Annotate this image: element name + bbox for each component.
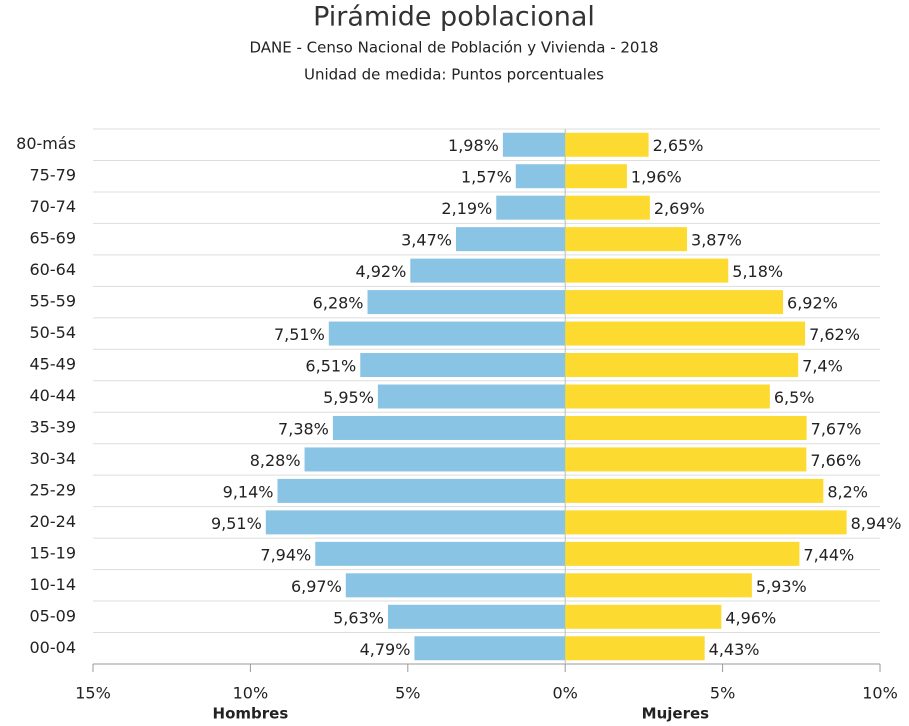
data-label: 3,47% [401,231,452,250]
data-label: 2,65% [653,136,704,155]
bar [565,636,705,661]
x-tick-label: 5% [395,684,420,703]
bar [565,353,799,378]
data-label: 4,92% [355,262,406,281]
bar [328,321,566,346]
data-label: 4,79% [360,640,411,659]
data-label: 9,51% [211,514,262,533]
y-tick-label: 25-29 [30,480,77,499]
bar [565,195,650,220]
bar [455,227,566,252]
y-tick-label: 75-79 [30,166,77,185]
data-label: 4,96% [725,608,776,627]
y-tick-label: 30-34 [30,449,77,468]
y-tick-label: 35-39 [30,417,77,436]
chart-subtitle: Unidad de medida: Puntos porcentuales [304,66,604,84]
y-tick-label: 70-74 [30,197,77,216]
bar [565,510,847,535]
data-label: 2,69% [654,199,705,218]
bar [565,573,752,598]
y-tick-label: 40-44 [30,386,77,405]
data-label: 9,14% [223,482,274,501]
bar [387,604,566,629]
y-tick-label: 45-49 [30,355,77,374]
data-label: 7,51% [274,325,325,344]
bar [515,164,566,189]
bar [565,132,649,157]
data-label: 1,98% [448,136,499,155]
y-tick-label: 00-04 [30,638,77,657]
bar [414,636,566,661]
data-label: 7,67% [811,419,862,438]
bar [565,321,806,346]
data-label: 6,51% [305,357,356,376]
y-tick-label: 15-19 [30,543,77,562]
chart-title: Pirámide poblacional [313,2,595,33]
data-label: 5,63% [333,608,384,627]
bar [277,478,566,503]
data-label: 4,43% [709,640,760,659]
bar [360,353,566,378]
legend-label: Hombres [213,705,289,723]
x-tick-label: 5% [710,684,735,703]
bar [502,132,566,157]
data-label: 8,94% [851,514,902,533]
data-label: 8,28% [250,451,301,470]
x-tick-label: 10% [862,684,898,703]
bar [565,415,807,440]
data-label: 7,44% [803,545,854,564]
bar [367,290,566,315]
x-tick-label: 10% [233,684,269,703]
data-label: 6,97% [291,577,342,596]
y-tick-label: 20-24 [30,512,77,531]
data-label: 7,38% [278,419,329,438]
y-tick-label: 80-más [16,134,76,153]
bar [565,541,800,566]
data-label: 6,92% [787,294,838,313]
y-tick-label: 05-09 [30,606,77,625]
bar [565,227,688,252]
data-label: 3,87% [691,231,742,250]
data-label: 2,19% [441,199,492,218]
data-label: 1,57% [461,168,512,187]
bar [315,541,566,566]
y-tick-label: 50-54 [30,323,77,342]
data-label: 8,2% [827,482,868,501]
bar [265,510,566,535]
bar [410,258,566,283]
bar [565,258,729,283]
data-label: 7,66% [810,451,861,470]
data-label: 1,96% [631,168,682,187]
bar [565,290,784,315]
bar [565,384,770,409]
x-tick-label: 0% [553,684,578,703]
data-label: 5,95% [323,388,374,407]
y-tick-label: 60-64 [30,260,77,279]
bar [304,447,566,472]
bar [377,384,566,409]
y-tick-label: 65-69 [30,229,77,248]
data-label: 7,94% [260,545,311,564]
data-label: 7,62% [809,325,860,344]
data-label: 6,5% [774,388,815,407]
bar [565,478,824,503]
y-tick-label: 55-59 [30,292,77,311]
bar [565,447,807,472]
bar [332,415,566,440]
x-tick-label: 15% [75,684,111,703]
data-label: 6,28% [313,294,364,313]
legend-label: Mujeres [642,705,709,723]
chart-subtitle: DANE - Censo Nacional de Población y Viv… [249,39,658,57]
bar [345,573,566,598]
data-label: 5,18% [732,262,783,281]
y-tick-label: 10-14 [30,575,77,594]
bar [496,195,566,220]
data-label: 5,93% [756,577,807,596]
bar [565,164,627,189]
data-label: 7,4% [802,357,843,376]
bar [565,604,722,629]
